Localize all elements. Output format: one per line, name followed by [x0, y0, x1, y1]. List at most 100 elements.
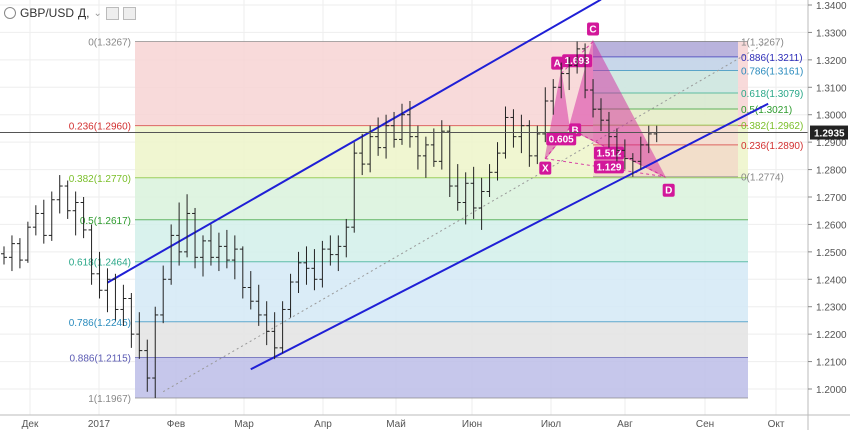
harmonic-ratio-badge: [593, 160, 624, 174]
fib-band: [593, 56, 738, 71]
ohlc-bar: [48, 191, 55, 241]
y-tick-label: 1.2100: [816, 358, 847, 369]
y-tick-label: 1.3000: [816, 111, 847, 122]
harmonic-point-badge: [662, 183, 675, 197]
ohlc-bar: [72, 191, 79, 236]
ohlc-bar: [255, 284, 262, 326]
ohlc-bar: [645, 125, 652, 154]
ohlc-bars: [1, 41, 660, 399]
fib-level-label: 0.382(1.2770): [69, 174, 131, 185]
y-axis: 1.3400 1.3300 1.3200 1.3100 1.3000 1.2900 1.28…: [807, 0, 850, 430]
timeframe-label[interactable]: Д,: [78, 6, 90, 20]
ohlc-bar: [438, 120, 445, 170]
x-axis: Дек 2017 Фев Мар Апр Май Июн Июл Авг Сен Окт: [0, 414, 850, 430]
chevron-down-icon[interactable]: ⌄: [93, 7, 102, 19]
x-tick-label: Сен: [696, 419, 714, 430]
ohlc-bar: [56, 175, 63, 214]
ohlc-bar: [470, 166, 477, 219]
ohlc-bar: [247, 271, 254, 310]
ohlc-bar: [239, 246, 246, 299]
ohlc-bar: [112, 273, 119, 321]
harmonic-point-badge: [539, 161, 552, 175]
ohlc-bar: [391, 111, 398, 148]
y-tick-label: 1.2600: [816, 220, 847, 231]
ohlc-bar: [510, 109, 517, 148]
trend-dotted-line: [162, 41, 769, 393]
harmonic-ratio-badge: [546, 132, 577, 146]
ohlc-bar: [526, 120, 533, 167]
ohlc-bar: [24, 221, 31, 263]
ohlc-bar: [311, 249, 318, 291]
fib-band: [593, 108, 738, 126]
ohlc-bar: [64, 180, 71, 219]
x-tick-label: Мар: [234, 419, 254, 430]
ohlc-bar: [621, 139, 628, 170]
ohlc-bar: [319, 240, 326, 288]
y-tick-label: 1.2000: [816, 385, 847, 396]
ohlc-bar: [16, 238, 23, 269]
ohlc-bar: [582, 43, 589, 99]
ohlc-bar: [351, 142, 358, 233]
ohlc-bar: [613, 128, 620, 162]
ohlc-bar: [96, 251, 103, 299]
harmonic-ratio-line: [560, 41, 594, 74]
ohlc-bar: [184, 194, 191, 258]
y-tick-label: 1.3400: [816, 1, 847, 12]
ohlc-bar: [200, 235, 206, 277]
fib-level-label: 0.618(1.3079): [741, 89, 803, 100]
ohlc-bar: [550, 79, 557, 115]
ohlc-bar: [558, 62, 565, 99]
ohlc-bar: [287, 273, 294, 318]
harmonic-ratio-label: 1.512: [596, 149, 621, 160]
y-tick-label: 1.2400: [816, 275, 847, 286]
fib-level-label: 0.5(1.3021): [741, 105, 792, 116]
fib-level-label: 0.886(1.3211): [741, 53, 803, 64]
ohlc-bar: [383, 114, 390, 159]
ohlc-bar: [446, 125, 453, 197]
ohlc-bar: [1, 246, 7, 265]
ohlc-bar: [494, 142, 501, 181]
ohlc-bar: [462, 172, 469, 225]
x-tick-label: Дек: [22, 419, 39, 430]
fib-level-label: 0.786(1.2245): [69, 318, 131, 329]
x-tick-label: Окт: [768, 419, 785, 430]
ohlc-bar: [128, 293, 135, 348]
chart-header: GBP/USD Д, ⌄: [4, 4, 136, 22]
ohlc-bar: [566, 57, 573, 91]
symbol-label[interactable]: GBP/USD: [20, 6, 75, 20]
ohlc-bar: [590, 79, 597, 118]
symbol-icon: [4, 7, 16, 19]
settings-button[interactable]: [105, 6, 119, 20]
ohlc-bar: [144, 339, 151, 392]
channel-upper-line: [106, 0, 602, 284]
last-price-badge: [810, 125, 848, 140]
y-tick-label: 1.2300: [816, 303, 847, 314]
y-axis-bg: [808, 0, 850, 430]
y-tick-label: 1.3200: [816, 56, 847, 67]
harmonic-ratio-label: 0.605: [549, 134, 574, 145]
ohlc-bar: [80, 197, 87, 239]
ohlc-bar: [40, 199, 47, 244]
x-tick-label: Июл: [541, 419, 561, 430]
close-button[interactable]: [122, 6, 136, 20]
fib-band: [593, 125, 738, 145]
ohlc-bar: [406, 101, 413, 148]
harmonic-point-badge: [551, 56, 564, 70]
fib-level-label: 1(1.3267): [741, 37, 784, 48]
y-tick-label: 1.3300: [816, 28, 847, 39]
ohlc-bar: [303, 246, 310, 285]
ohlc-bar: [486, 164, 493, 197]
fib-level-label: 0.382(1.2962): [741, 121, 803, 132]
ohlc-bar: [637, 136, 644, 170]
y-tick-label: 1.2500: [816, 248, 847, 259]
x-tick-label: Апр: [314, 419, 332, 430]
ohlc-bar: [207, 224, 214, 266]
x-tick-label: Авг: [617, 419, 633, 430]
fib-level-label: 1(1.1967): [88, 394, 131, 405]
y-tick-label: 1.2200: [816, 330, 847, 341]
ohlc-bar: [399, 103, 405, 145]
ohlc-bar: [120, 284, 127, 326]
ohlc-bar: [223, 229, 230, 269]
